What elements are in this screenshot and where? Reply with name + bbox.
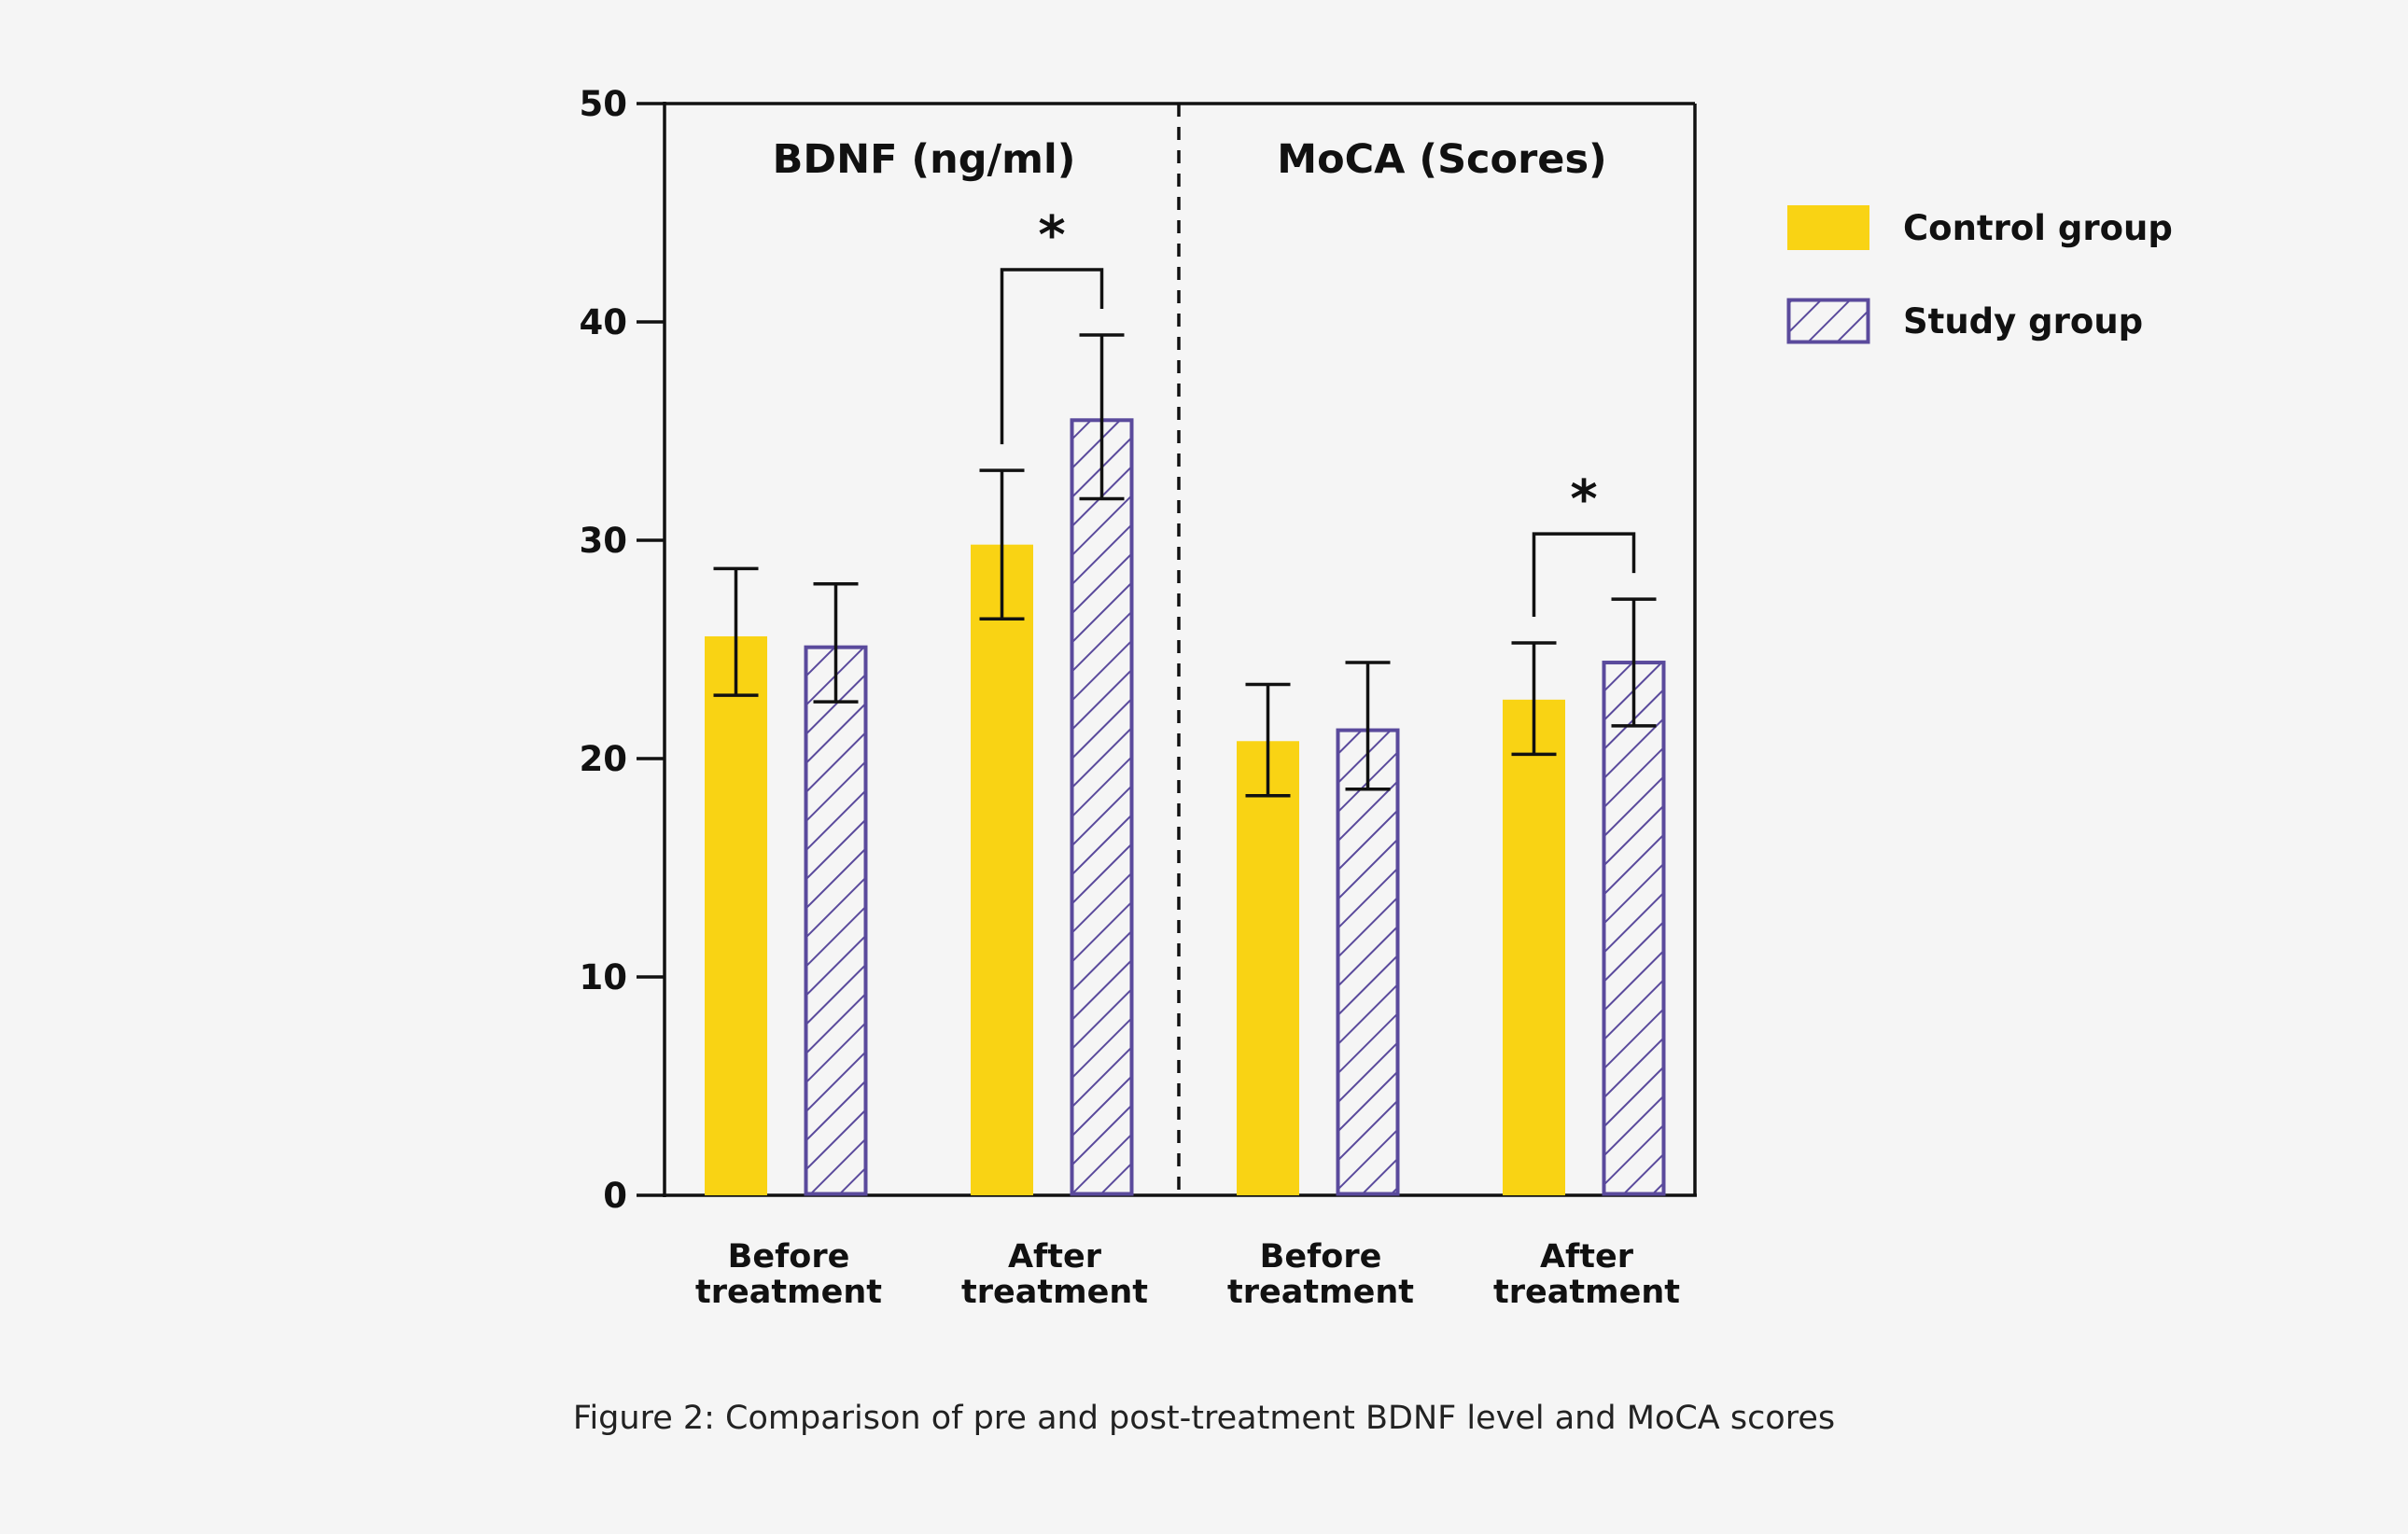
- y-tick-label: 20: [580, 739, 628, 779]
- bar-control: [705, 635, 767, 1195]
- y-tick-label: 0: [603, 1176, 627, 1216]
- category-label-line1: Before: [728, 1238, 850, 1276]
- significance-marker: *: [1570, 469, 1597, 530]
- y-tick-label: 10: [580, 957, 628, 997]
- category-label-line2: treatment: [1493, 1274, 1680, 1311]
- significance-bracket: [1000, 268, 1104, 445]
- category-label-line1: After: [1008, 1238, 1102, 1276]
- bar-study: [804, 645, 868, 1196]
- panel-title: MoCA (Scores): [1277, 136, 1606, 183]
- category-label-line1: After: [1540, 1238, 1634, 1276]
- panel-title: BDNF (ng/ml): [773, 136, 1076, 183]
- legend-swatch-control: [1787, 205, 1869, 250]
- bar-control: [1237, 741, 1299, 1195]
- category-label-line2: treatment: [695, 1274, 882, 1311]
- category-label-line1: Before: [1260, 1238, 1382, 1276]
- significance-bracket: [1532, 532, 1636, 617]
- category-label-line2: treatment: [1227, 1274, 1414, 1311]
- category-label-line2: treatment: [961, 1274, 1148, 1311]
- y-tick-label: 50: [580, 84, 628, 124]
- y-tick-label: 40: [580, 302, 628, 342]
- bar-control: [1503, 699, 1565, 1195]
- bar-study: [1070, 418, 1134, 1196]
- y-tick-label: 30: [580, 521, 628, 561]
- significance-marker: *: [1038, 205, 1065, 266]
- bar-control: [971, 544, 1033, 1195]
- figure-caption: Figure 2: Comparison of pre and post-tre…: [573, 1400, 1835, 1437]
- legend-swatch-study: [1786, 298, 1870, 344]
- legend-label: Study group: [1903, 301, 2143, 342]
- legend-label: Control group: [1903, 208, 2173, 248]
- bar-study: [1336, 728, 1400, 1196]
- bar-study: [1602, 661, 1666, 1196]
